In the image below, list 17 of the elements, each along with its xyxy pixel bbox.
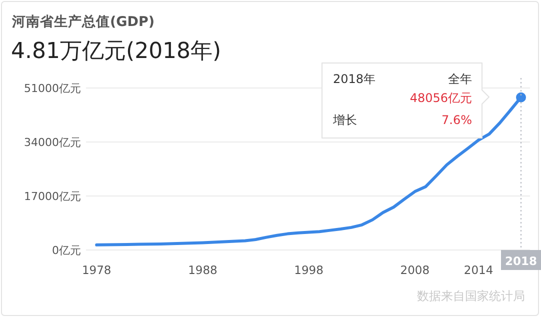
annotation: 48056亿元 [410,91,472,105]
annotation: 7.6% [442,113,472,127]
ref-line-label: 2018 [504,254,538,268]
annotation: 增长 [332,113,357,127]
text: 全年 [448,72,472,86]
x-tick-label: 1978 [82,263,112,277]
x-tick-label: 1988 [188,263,218,277]
y-tick-label: 0亿元 [52,244,81,257]
y-tick-label: 51000亿元 [24,82,81,95]
x-tick-label: 2014 [464,263,494,277]
text: 2018年 [333,72,376,86]
chart-subtitle: 4.81万亿元(2018年) [11,39,222,64]
x-tick-label: 2008 [400,263,430,277]
chart-title: 河南省生产总值(GDP) [11,13,155,30]
y-tick-label: 17000亿元 [24,190,81,203]
x-tick-label: 1998 [294,263,324,277]
y-tick-label: 34000亿元 [24,136,81,149]
